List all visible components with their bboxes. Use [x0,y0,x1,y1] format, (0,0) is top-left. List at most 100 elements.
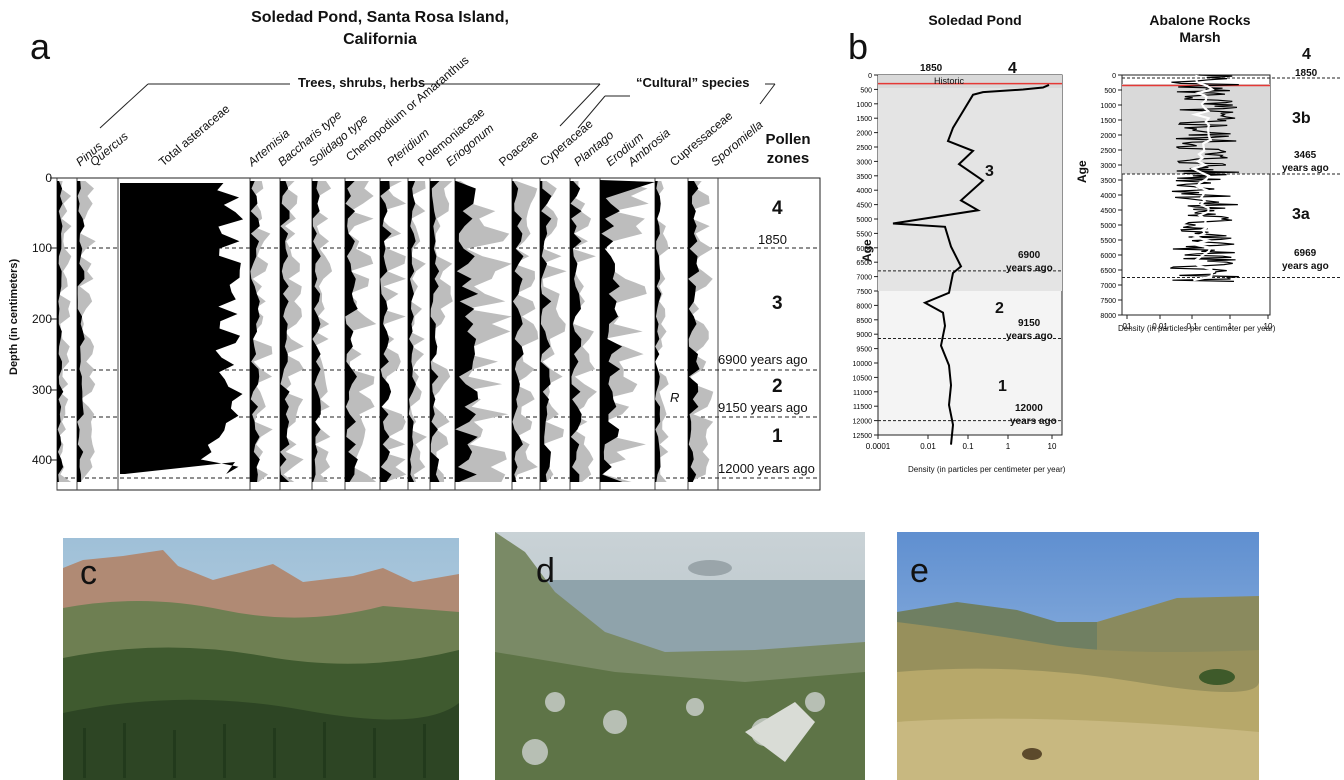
b-left-12000: 12000 [1015,403,1043,414]
b-left-z2: 2 [995,300,1004,317]
photo-c-letter: c [80,554,97,592]
zone-6900-label: 6900 years ago [718,352,808,367]
chenopodium-black-profile [345,181,358,482]
panel-a-letter: a [30,26,51,67]
a-ytick-label: 300 [31,383,52,397]
b-left-ytick-label: 0 [868,73,872,80]
panel-b-letter: b [848,26,869,67]
b-left-ytick-label: 6500 [856,260,872,267]
cupressaceae-black-profile [655,181,662,482]
b-left-historic: Historic [934,76,965,86]
plantago-gray-profile [540,181,567,482]
cyperaceae-black-profile [512,181,524,482]
b-right-xtick-label: 0.01 [1152,322,1168,331]
total-asteraceae-profile [120,183,244,474]
pteridium-gray-profile [380,181,407,482]
b-left-historic-band [878,75,1062,88]
eriogonum-black-profile [430,181,440,482]
b-left-xtick-label: 0.01 [920,442,936,451]
b-left-ytick-label: 7500 [856,289,872,296]
b-right-ytick-label: 4500 [1100,208,1116,215]
pollen-zones-text: Pollen zones [765,131,811,167]
b-left-ytick-label: 5500 [856,231,872,238]
b-left-xtick-label: 1 [1006,442,1011,451]
b-right-1850: 1850 [1295,68,1318,79]
b-left-ytick-label: 11000 [853,390,872,397]
panel-b-right-ylabel: Age [1075,160,1089,183]
photo-e [897,532,1259,780]
artemisia-black-profile [250,181,260,482]
zone-12000-label: 12000 years ago [718,461,815,476]
erodium-black-profile [570,181,582,482]
b-right-ytick-label: 4000 [1100,193,1116,200]
photo-d-scene [495,532,865,780]
photo-e-letter: e [910,552,929,590]
b-left-ytick-label: 9500 [856,347,872,354]
b-left-ytick-label: 10000 [853,361,873,368]
b-left-ya1: years ago [1006,263,1053,274]
b-left-z3: 3 [985,163,994,180]
b-right-ytick-label: 3000 [1100,163,1116,170]
a-ytick-label: 200 [31,312,52,326]
pollen-zones-header: Pollen zones [758,130,818,168]
ambrosia-black-profile [600,181,623,482]
b-left-z1: 1 [998,378,1007,395]
panel-b-left-title: Soledad Pond [928,12,1022,28]
b-right-ytick-label: 2500 [1100,148,1116,155]
b-left-ytick-label: 7000 [856,275,872,282]
b-right-ya1: years ago [1282,163,1329,174]
b-right-ytick-label: 0 [1112,73,1116,80]
b-left-ytick-label: 4000 [856,188,872,195]
panel-b-left-ylabel: Age [860,239,874,262]
zone-3-label: 3 [772,293,783,314]
b-right-ytick-label: 6500 [1100,268,1116,275]
b-left-z4: 4 [1008,60,1017,77]
panel-b-left-xlabel: Density (in particles per centimeter per… [908,465,1066,474]
b-left-zone3-band [878,88,1062,291]
b-right-z4: 4 [1302,46,1311,63]
b-left-ytick-label: 11500 [853,404,872,411]
zone-4-label: 4 [772,198,783,219]
b-right-xtick-label: 0.1 [1186,322,1198,331]
b-left-ya3: years ago [1010,416,1057,427]
b-left-ytick-label: 8500 [856,318,872,325]
photo-d-letter: d [536,552,555,590]
b-left-ytick-label: 2500 [856,145,872,152]
panel-a-title-line1: Soledad Pond, Santa Rosa Island, [251,9,509,26]
b-left-xtick-label: 0.1 [962,442,974,451]
b-left-9150: 9150 [1018,318,1041,329]
poaceae-black-profile [455,181,479,482]
b-left-ytick-label: 4500 [856,203,872,210]
b-left-ytick-label: 3500 [856,174,872,181]
group-brackets [99,83,776,129]
zone-1-label: 1 [772,426,783,447]
group-cultural-label: “Cultural” species [636,75,750,90]
plantago-black-profile [540,181,552,482]
photo-d [495,532,865,780]
b-left-ytick-label: 2000 [856,131,872,138]
b-left-ytick-label: 12500 [853,433,873,440]
b-right-ytick-label: 5000 [1100,223,1116,230]
b-right-ytick-label: 3500 [1100,178,1116,185]
photo-c [63,538,459,780]
b-left-ytick-label: 6000 [856,246,872,253]
panel-b-plots: 0500100015002000250030003500400045005000… [853,73,1340,451]
panel-b-right-title-line2: Marsh [1179,29,1221,45]
b-left-ytick-label: 500 [860,87,872,94]
a-ytick-label: 100 [31,241,52,255]
b-right-smoothed-curve [1190,74,1215,282]
panel-b-right-title-line1: Abalone Rocks [1149,12,1251,28]
b-left-xtick-label: 0.0001 [866,442,891,451]
b-right-ytick-label: 1500 [1100,118,1116,125]
b-right-xtick-label: 01 [1123,322,1132,331]
pollen-diagram [50,177,821,491]
b-left-density-curve [892,83,1050,445]
b-right-density-signal [1170,74,1240,282]
a-ytick-label: 0 [45,171,52,185]
photo-e-scene [897,532,1259,780]
pinus-black-profile [57,181,64,482]
b-left-6900: 6900 [1018,250,1041,261]
quercus-black-profile [77,181,85,482]
baccharis-black-profile [280,181,290,482]
b-right-ytick-label: 5500 [1100,238,1116,245]
